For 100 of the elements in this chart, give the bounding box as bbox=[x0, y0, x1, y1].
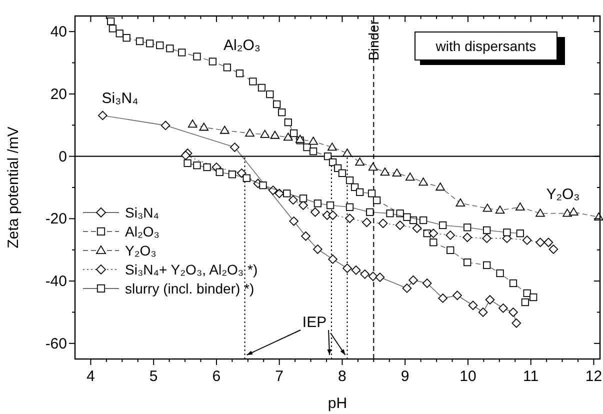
point bbox=[303, 143, 311, 152]
point bbox=[346, 203, 354, 211]
point bbox=[464, 224, 472, 232]
annotation: Si₃N₄ bbox=[102, 90, 138, 107]
y-tick-label: 0 bbox=[58, 148, 67, 166]
point bbox=[378, 218, 388, 228]
point bbox=[338, 169, 346, 177]
point bbox=[568, 207, 578, 216]
point bbox=[468, 300, 478, 310]
point bbox=[368, 272, 378, 282]
point bbox=[301, 231, 310, 241]
point bbox=[402, 284, 412, 293]
y-tick-label: -20 bbox=[45, 210, 67, 228]
point bbox=[422, 278, 432, 288]
legend-label: Al₂O₃ bbox=[125, 223, 160, 240]
y-tick-label: 40 bbox=[50, 24, 67, 41]
point bbox=[242, 174, 250, 182]
point bbox=[236, 168, 246, 178]
point bbox=[122, 34, 130, 42]
point bbox=[223, 64, 231, 72]
point bbox=[368, 162, 378, 171]
point bbox=[482, 204, 492, 212]
point bbox=[309, 148, 318, 156]
ref-line-label: Binder bbox=[366, 20, 382, 60]
point bbox=[548, 244, 558, 254]
point bbox=[380, 168, 390, 176]
point bbox=[156, 42, 164, 50]
point bbox=[362, 218, 372, 228]
point bbox=[516, 202, 525, 211]
point bbox=[462, 232, 472, 242]
point bbox=[512, 318, 522, 328]
point bbox=[310, 207, 320, 217]
y-tick-label: 20 bbox=[50, 86, 67, 103]
point bbox=[446, 230, 456, 240]
point bbox=[392, 168, 402, 177]
x-tick-label: 11 bbox=[523, 368, 539, 385]
point bbox=[522, 236, 532, 245]
point bbox=[482, 234, 492, 243]
point bbox=[283, 190, 291, 198]
point bbox=[108, 24, 117, 32]
legend-label: Si₃N₄ bbox=[125, 204, 160, 220]
point bbox=[193, 52, 201, 60]
point bbox=[439, 221, 447, 230]
point bbox=[193, 162, 201, 170]
point bbox=[259, 182, 267, 190]
point bbox=[324, 152, 332, 160]
point bbox=[405, 172, 415, 181]
point bbox=[270, 130, 280, 139]
point bbox=[299, 194, 308, 202]
annotation: Y₂O₃ bbox=[546, 186, 580, 203]
point bbox=[184, 159, 192, 167]
point bbox=[273, 100, 281, 108]
point bbox=[521, 298, 529, 306]
point bbox=[283, 132, 293, 141]
y-tick-label: -60 bbox=[45, 335, 67, 352]
point bbox=[328, 142, 337, 151]
x-tick-label: 7 bbox=[275, 368, 284, 385]
point bbox=[220, 126, 230, 134]
point bbox=[430, 238, 438, 246]
point bbox=[495, 206, 505, 214]
point bbox=[328, 210, 338, 220]
point bbox=[203, 163, 211, 172]
point bbox=[351, 265, 361, 275]
point bbox=[436, 182, 445, 191]
point bbox=[342, 264, 352, 273]
x-tick-label: 12 bbox=[585, 368, 602, 385]
point bbox=[258, 84, 266, 92]
x-tick-label: 5 bbox=[149, 368, 158, 385]
point bbox=[308, 136, 318, 145]
point bbox=[396, 210, 404, 218]
point bbox=[438, 294, 448, 303]
x-tick-label: 8 bbox=[338, 368, 346, 385]
point bbox=[496, 269, 504, 278]
point bbox=[228, 170, 236, 178]
legend-label: Y₂O₃ bbox=[125, 242, 156, 258]
point bbox=[483, 226, 491, 234]
point bbox=[116, 30, 124, 38]
point bbox=[216, 168, 224, 176]
point bbox=[345, 214, 354, 224]
point bbox=[288, 195, 298, 205]
point bbox=[366, 208, 374, 216]
point bbox=[266, 90, 274, 98]
point bbox=[368, 190, 376, 198]
point bbox=[355, 158, 364, 166]
point bbox=[260, 130, 270, 138]
point bbox=[498, 304, 508, 313]
point bbox=[403, 213, 411, 221]
point bbox=[420, 216, 428, 224]
legend-label: slurry (incl. binder) *) bbox=[125, 280, 254, 296]
point bbox=[346, 176, 354, 184]
annotation: with dispersants bbox=[434, 38, 536, 54]
point bbox=[536, 238, 545, 248]
x-axis-title: pH bbox=[328, 395, 348, 412]
point bbox=[136, 37, 144, 46]
annotation: IEP bbox=[302, 314, 327, 331]
point bbox=[328, 254, 338, 264]
point bbox=[395, 220, 405, 230]
point bbox=[314, 200, 322, 208]
point bbox=[236, 70, 244, 78]
point bbox=[456, 198, 466, 206]
